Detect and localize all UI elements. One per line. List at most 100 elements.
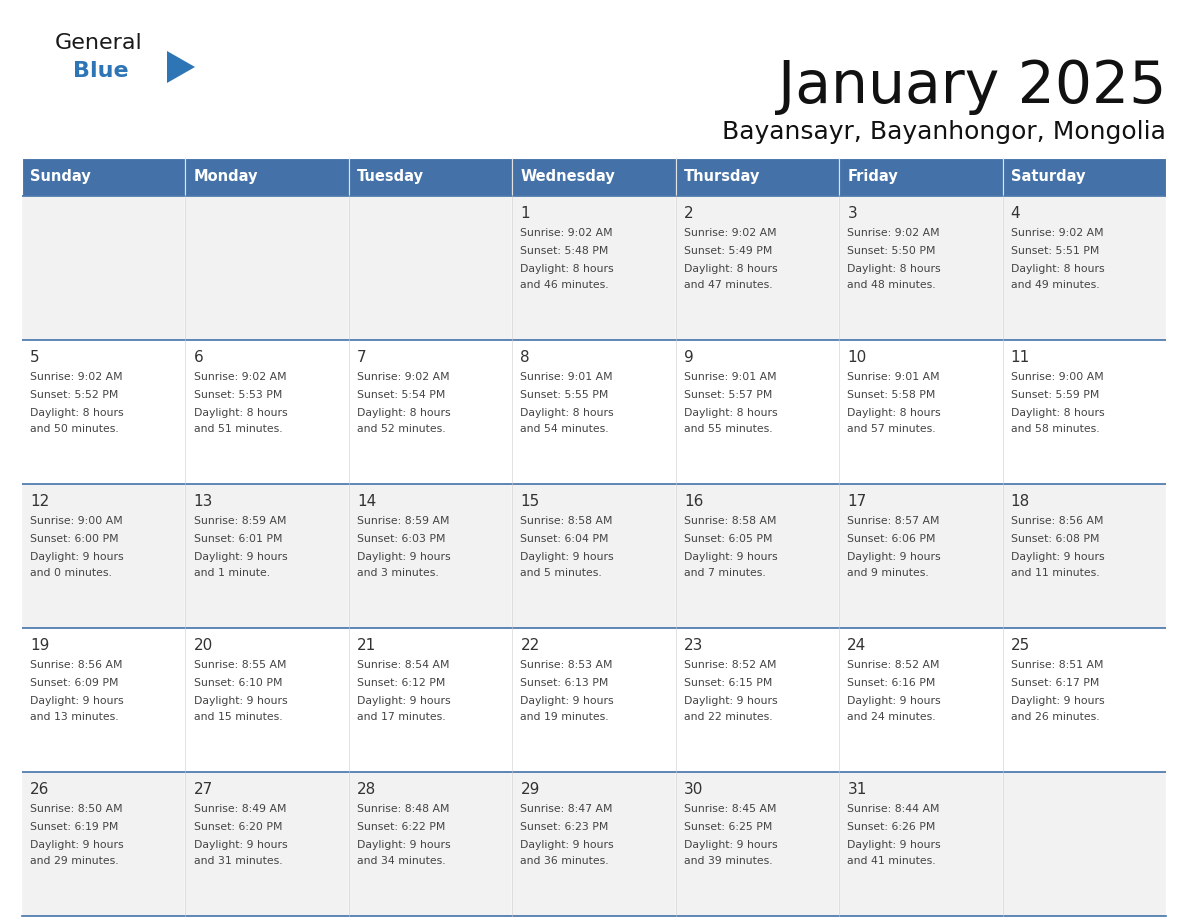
Text: Sunset: 6:01 PM: Sunset: 6:01 PM <box>194 534 282 544</box>
Text: Sunrise: 9:01 AM: Sunrise: 9:01 AM <box>847 372 940 382</box>
Text: and 0 minutes.: and 0 minutes. <box>30 568 112 578</box>
Text: Sunrise: 8:54 AM: Sunrise: 8:54 AM <box>358 660 449 670</box>
Text: Blue: Blue <box>72 61 128 81</box>
Text: and 9 minutes.: and 9 minutes. <box>847 568 929 578</box>
Text: 11: 11 <box>1011 350 1030 365</box>
Text: 18: 18 <box>1011 494 1030 509</box>
Bar <box>23 772 185 916</box>
Bar <box>185 340 349 484</box>
Text: Sunset: 6:09 PM: Sunset: 6:09 PM <box>30 678 119 688</box>
Text: Sunrise: 8:56 AM: Sunrise: 8:56 AM <box>1011 516 1104 526</box>
Bar <box>349 340 512 484</box>
Text: and 39 minutes.: and 39 minutes. <box>684 856 772 866</box>
Text: Daylight: 8 hours: Daylight: 8 hours <box>194 408 287 418</box>
Text: Sunrise: 9:02 AM: Sunrise: 9:02 AM <box>30 372 122 382</box>
Text: Sunrise: 9:00 AM: Sunrise: 9:00 AM <box>1011 372 1104 382</box>
Text: Daylight: 8 hours: Daylight: 8 hours <box>30 408 124 418</box>
Bar <box>23 340 185 484</box>
Text: Sunset: 6:13 PM: Sunset: 6:13 PM <box>520 678 608 688</box>
Text: Daylight: 9 hours: Daylight: 9 hours <box>1011 696 1105 706</box>
Bar <box>839 772 1003 916</box>
Text: Sunset: 5:54 PM: Sunset: 5:54 PM <box>358 390 446 400</box>
Text: Sunrise: 8:56 AM: Sunrise: 8:56 AM <box>30 660 122 670</box>
Bar <box>839 158 1003 196</box>
Text: 15: 15 <box>520 494 539 509</box>
Text: Sunset: 5:57 PM: Sunset: 5:57 PM <box>684 390 772 400</box>
Bar <box>349 196 512 340</box>
Text: Sunrise: 8:47 AM: Sunrise: 8:47 AM <box>520 804 613 814</box>
Text: and 26 minutes.: and 26 minutes. <box>1011 712 1099 722</box>
Text: Sunrise: 8:57 AM: Sunrise: 8:57 AM <box>847 516 940 526</box>
Bar <box>23 628 185 772</box>
Text: and 31 minutes.: and 31 minutes. <box>194 856 283 866</box>
Bar <box>1003 340 1165 484</box>
Text: Daylight: 9 hours: Daylight: 9 hours <box>30 840 124 850</box>
Text: Sunset: 6:10 PM: Sunset: 6:10 PM <box>194 678 282 688</box>
Text: Daylight: 9 hours: Daylight: 9 hours <box>1011 552 1105 562</box>
Text: Sunrise: 8:55 AM: Sunrise: 8:55 AM <box>194 660 286 670</box>
Text: Daylight: 8 hours: Daylight: 8 hours <box>684 264 777 274</box>
Text: and 54 minutes.: and 54 minutes. <box>520 424 609 434</box>
Text: and 3 minutes.: and 3 minutes. <box>358 568 438 578</box>
Text: Daylight: 9 hours: Daylight: 9 hours <box>847 840 941 850</box>
Text: Sunset: 6:05 PM: Sunset: 6:05 PM <box>684 534 772 544</box>
Text: Daylight: 9 hours: Daylight: 9 hours <box>520 696 614 706</box>
Text: Sunset: 6:15 PM: Sunset: 6:15 PM <box>684 678 772 688</box>
Text: Saturday: Saturday <box>1011 170 1086 185</box>
Text: and 49 minutes.: and 49 minutes. <box>1011 280 1099 290</box>
Text: 2: 2 <box>684 206 694 221</box>
Text: Daylight: 9 hours: Daylight: 9 hours <box>847 696 941 706</box>
Text: Daylight: 8 hours: Daylight: 8 hours <box>520 264 614 274</box>
Text: 7: 7 <box>358 350 367 365</box>
Text: Sunset: 6:20 PM: Sunset: 6:20 PM <box>194 822 282 832</box>
Bar <box>512 158 676 196</box>
Bar <box>185 196 349 340</box>
Text: and 24 minutes.: and 24 minutes. <box>847 712 936 722</box>
Bar <box>23 196 185 340</box>
Text: Sunrise: 9:02 AM: Sunrise: 9:02 AM <box>358 372 449 382</box>
Text: 26: 26 <box>30 782 50 797</box>
Text: Daylight: 9 hours: Daylight: 9 hours <box>520 552 614 562</box>
Text: Sunset: 6:03 PM: Sunset: 6:03 PM <box>358 534 446 544</box>
Text: Daylight: 8 hours: Daylight: 8 hours <box>358 408 450 418</box>
Text: Daylight: 9 hours: Daylight: 9 hours <box>194 840 287 850</box>
Bar <box>23 158 185 196</box>
Text: and 17 minutes.: and 17 minutes. <box>358 712 446 722</box>
Bar <box>839 196 1003 340</box>
Bar <box>349 628 512 772</box>
Bar <box>676 772 839 916</box>
Text: 27: 27 <box>194 782 213 797</box>
Text: 17: 17 <box>847 494 866 509</box>
Bar <box>1003 196 1165 340</box>
Text: and 55 minutes.: and 55 minutes. <box>684 424 772 434</box>
Text: Daylight: 9 hours: Daylight: 9 hours <box>684 696 777 706</box>
Bar <box>839 340 1003 484</box>
Text: Sunset: 5:52 PM: Sunset: 5:52 PM <box>30 390 119 400</box>
Text: Sunset: 6:08 PM: Sunset: 6:08 PM <box>1011 534 1099 544</box>
Text: Friday: Friday <box>847 170 898 185</box>
Bar <box>23 484 185 628</box>
Text: Sunset: 5:53 PM: Sunset: 5:53 PM <box>194 390 282 400</box>
Text: 6: 6 <box>194 350 203 365</box>
Text: 29: 29 <box>520 782 539 797</box>
Text: Sunrise: 9:00 AM: Sunrise: 9:00 AM <box>30 516 122 526</box>
Text: and 51 minutes.: and 51 minutes. <box>194 424 283 434</box>
Text: Daylight: 9 hours: Daylight: 9 hours <box>194 696 287 706</box>
Text: Sunrise: 9:02 AM: Sunrise: 9:02 AM <box>194 372 286 382</box>
Bar <box>1003 484 1165 628</box>
Text: 20: 20 <box>194 638 213 653</box>
Text: and 58 minutes.: and 58 minutes. <box>1011 424 1099 434</box>
Text: 30: 30 <box>684 782 703 797</box>
Text: Daylight: 8 hours: Daylight: 8 hours <box>1011 408 1105 418</box>
Text: and 50 minutes.: and 50 minutes. <box>30 424 119 434</box>
Text: Sunset: 5:58 PM: Sunset: 5:58 PM <box>847 390 936 400</box>
Text: Sunset: 6:12 PM: Sunset: 6:12 PM <box>358 678 446 688</box>
Text: Sunset: 5:49 PM: Sunset: 5:49 PM <box>684 246 772 256</box>
Text: and 57 minutes.: and 57 minutes. <box>847 424 936 434</box>
Text: Sunset: 6:22 PM: Sunset: 6:22 PM <box>358 822 446 832</box>
Bar <box>1003 772 1165 916</box>
Text: 9: 9 <box>684 350 694 365</box>
Text: and 15 minutes.: and 15 minutes. <box>194 712 283 722</box>
Text: January 2025: January 2025 <box>778 58 1165 115</box>
Bar <box>839 484 1003 628</box>
